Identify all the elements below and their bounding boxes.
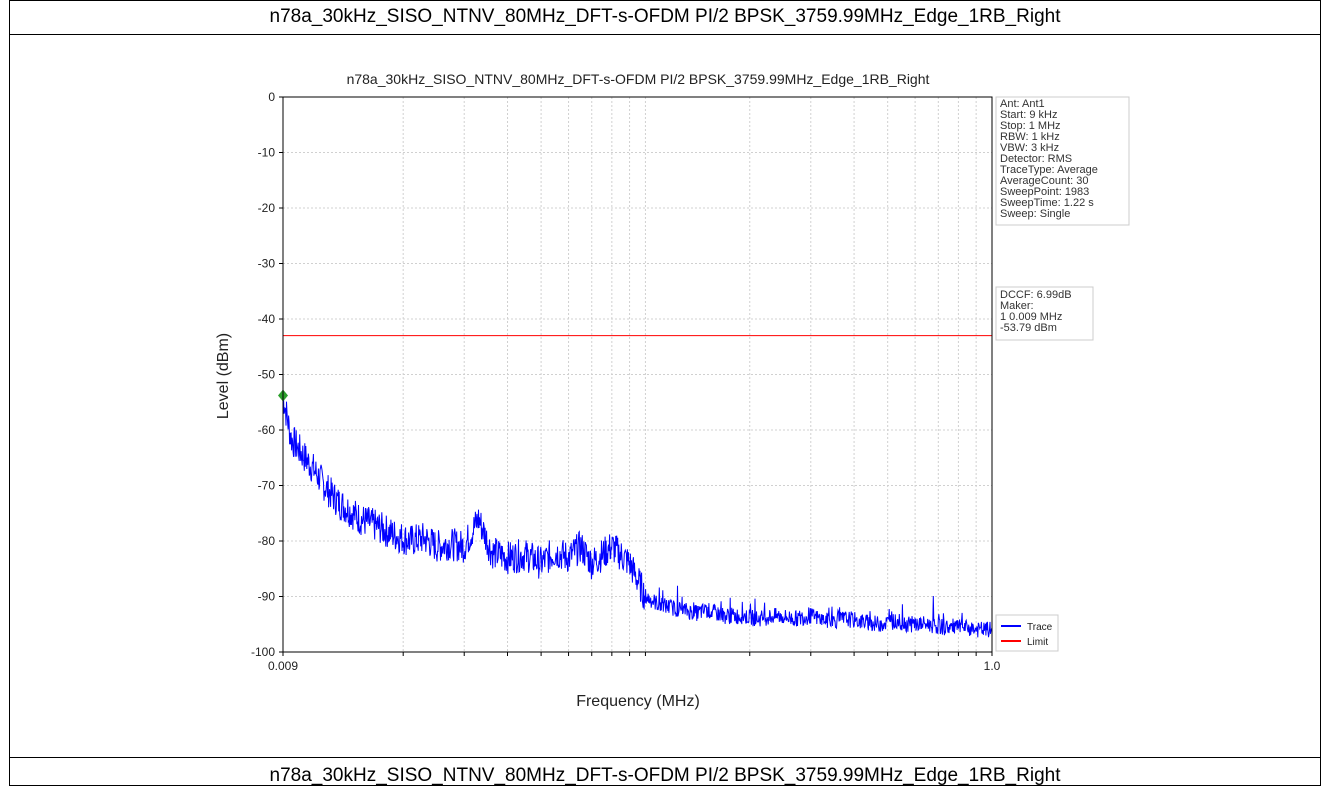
bottom-caption: n78a_30kHz_SISO_NTNV_80MHz_DFT-s-OFDM PI… [10,757,1320,785]
settings-line: SweepTime: 1.22 s [1000,197,1094,209]
marker-line: DCCF: 6.99dB [1000,289,1072,301]
y-tick-label: -10 [258,146,276,160]
top-caption: n78a_30kHz_SISO_NTNV_80MHz_DFT-s-OFDM PI… [10,1,1320,35]
y-tick-label: -60 [258,423,276,437]
x-tick-label: 1.0 [984,659,1001,673]
y-tick-label: -70 [258,479,276,493]
y-tick-label: 0 [268,90,275,104]
report-frame: n78a_30kHz_SISO_NTNV_80MHz_DFT-s-OFDM PI… [9,0,1321,786]
legend-label: Trace [1027,622,1053,633]
grid [283,96,992,653]
chart-title: n78a_30kHz_SISO_NTNV_80MHz_DFT-s-OFDM PI… [347,71,930,87]
settings-line: Sweep: Single [1000,208,1070,220]
legend-label: Limit [1027,637,1048,648]
y-tick-label: -80 [258,534,276,548]
legend-box [995,614,1059,652]
settings-box [995,96,1130,226]
y-tick-label: -30 [258,257,276,271]
x-axis-label: Frequency (MHz) [576,693,700,710]
settings-line: SweepPoint: 1983 [1000,186,1089,198]
y-tick-label: -50 [258,368,276,382]
settings-line: Stop: 1 MHz [1000,120,1061,132]
settings-line: VBW: 3 kHz [1000,142,1059,154]
y-axis-label: Level (dBm) [215,333,232,419]
y-tick-label: -20 [258,201,276,215]
settings-line: TraceType: Average [1000,164,1098,176]
series-trace [282,395,993,638]
marker-line: Maker: [1000,300,1034,312]
y-tick-label: -100 [251,645,275,659]
settings-line: Detector: RMS [1000,153,1072,165]
settings-line: AverageCount: 30 [1000,175,1088,187]
x-tick-label: 0.009 [268,659,298,673]
marker-line: -53.79 dBm [1000,322,1057,334]
y-tick-label: -90 [258,590,276,604]
settings-line: Ant: Ant1 [1000,98,1045,110]
plot-area [283,97,992,652]
marker-box [995,286,1094,341]
settings-line: Start: 9 kHz [1000,109,1057,121]
settings-line: RBW: 1 kHz [1000,131,1060,143]
marker-line: 1 0.009 MHz [1000,311,1062,323]
legend: Trace Limit [995,614,1059,652]
y-tick-label: -40 [258,312,276,326]
